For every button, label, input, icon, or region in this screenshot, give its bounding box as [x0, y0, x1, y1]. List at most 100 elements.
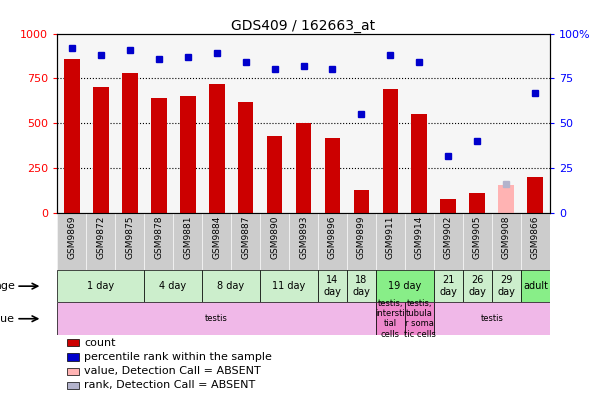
Bar — [267, 136, 282, 213]
Bar — [144, 270, 202, 303]
Title: GDS409 / 162663_at: GDS409 / 162663_at — [231, 19, 376, 32]
Bar — [260, 213, 289, 270]
Bar — [93, 88, 109, 213]
Text: 8 day: 8 day — [218, 281, 245, 291]
Text: 19 day: 19 day — [388, 281, 421, 291]
Bar — [434, 303, 550, 335]
Text: GSM9911: GSM9911 — [386, 216, 395, 259]
Text: 18
day: 18 day — [353, 275, 370, 297]
Bar — [441, 198, 456, 213]
Bar — [86, 213, 115, 270]
Text: adult: adult — [523, 281, 548, 291]
Text: 21
day: 21 day — [439, 275, 457, 297]
Text: GSM9881: GSM9881 — [183, 216, 192, 259]
Text: count: count — [84, 338, 116, 348]
Bar — [434, 270, 463, 303]
Bar — [173, 34, 202, 213]
Bar — [115, 34, 144, 213]
Bar — [463, 34, 492, 213]
Bar — [353, 190, 370, 213]
Bar — [318, 270, 347, 303]
Text: 26
day: 26 day — [469, 275, 486, 297]
Text: GSM9893: GSM9893 — [299, 216, 308, 259]
Bar — [57, 213, 86, 270]
Bar — [202, 34, 231, 213]
Text: GSM9887: GSM9887 — [241, 216, 250, 259]
Bar — [202, 213, 231, 270]
Bar — [237, 102, 254, 213]
Bar — [180, 96, 195, 213]
Bar — [376, 270, 434, 303]
Text: 11 day: 11 day — [272, 281, 306, 291]
Bar — [405, 34, 434, 213]
Bar — [67, 367, 79, 375]
Bar — [231, 34, 260, 213]
Bar — [86, 34, 115, 213]
Bar — [64, 59, 79, 213]
Bar — [67, 353, 79, 361]
Bar — [376, 34, 405, 213]
Bar — [405, 213, 434, 270]
Bar — [289, 213, 318, 270]
Bar — [492, 270, 521, 303]
Bar — [202, 270, 260, 303]
Text: GSM9872: GSM9872 — [96, 216, 105, 259]
Text: GSM9902: GSM9902 — [444, 216, 453, 259]
Text: age: age — [0, 281, 15, 291]
Bar — [209, 84, 225, 213]
Text: GSM9890: GSM9890 — [270, 216, 279, 259]
Bar — [296, 123, 311, 213]
Bar — [57, 303, 376, 335]
Text: GSM9914: GSM9914 — [415, 216, 424, 259]
Text: testis: testis — [480, 314, 504, 323]
Bar — [347, 34, 376, 213]
Text: 4 day: 4 day — [159, 281, 187, 291]
Text: GSM9905: GSM9905 — [473, 216, 482, 259]
Bar — [492, 34, 521, 213]
Bar — [144, 213, 173, 270]
Text: rank, Detection Call = ABSENT: rank, Detection Call = ABSENT — [84, 381, 255, 390]
Bar — [347, 270, 376, 303]
Bar — [376, 303, 405, 335]
Bar — [260, 34, 289, 213]
Bar — [318, 34, 347, 213]
Text: GSM9866: GSM9866 — [531, 216, 540, 259]
Text: testis: testis — [205, 314, 228, 323]
Bar — [463, 213, 492, 270]
Text: GSM9884: GSM9884 — [212, 216, 221, 259]
Bar — [382, 89, 398, 213]
Bar — [260, 270, 318, 303]
Bar — [469, 193, 486, 213]
Text: percentile rank within the sample: percentile rank within the sample — [84, 352, 272, 362]
Bar — [521, 270, 550, 303]
Bar — [318, 213, 347, 270]
Bar — [325, 137, 341, 213]
Bar — [528, 177, 543, 213]
Bar — [434, 34, 463, 213]
Bar — [67, 339, 79, 346]
Text: GSM9899: GSM9899 — [357, 216, 366, 259]
Text: 1 day: 1 day — [87, 281, 114, 291]
Bar — [57, 34, 86, 213]
Bar — [121, 73, 138, 213]
Text: GSM9908: GSM9908 — [502, 216, 511, 259]
Bar — [144, 34, 173, 213]
Text: tissue: tissue — [0, 314, 15, 324]
Bar — [289, 34, 318, 213]
Text: 29
day: 29 day — [498, 275, 516, 297]
Text: GSM9878: GSM9878 — [154, 216, 163, 259]
Bar — [231, 213, 260, 270]
Bar — [347, 213, 376, 270]
Bar — [463, 270, 492, 303]
Bar — [115, 213, 144, 270]
Bar — [492, 213, 521, 270]
Bar — [521, 34, 550, 213]
Bar — [498, 185, 514, 213]
Bar — [412, 114, 427, 213]
Text: GSM9869: GSM9869 — [67, 216, 76, 259]
Bar — [405, 303, 434, 335]
Bar — [376, 213, 405, 270]
Bar — [151, 98, 166, 213]
Text: value, Detection Call = ABSENT: value, Detection Call = ABSENT — [84, 366, 261, 376]
Text: 14
day: 14 day — [323, 275, 341, 297]
